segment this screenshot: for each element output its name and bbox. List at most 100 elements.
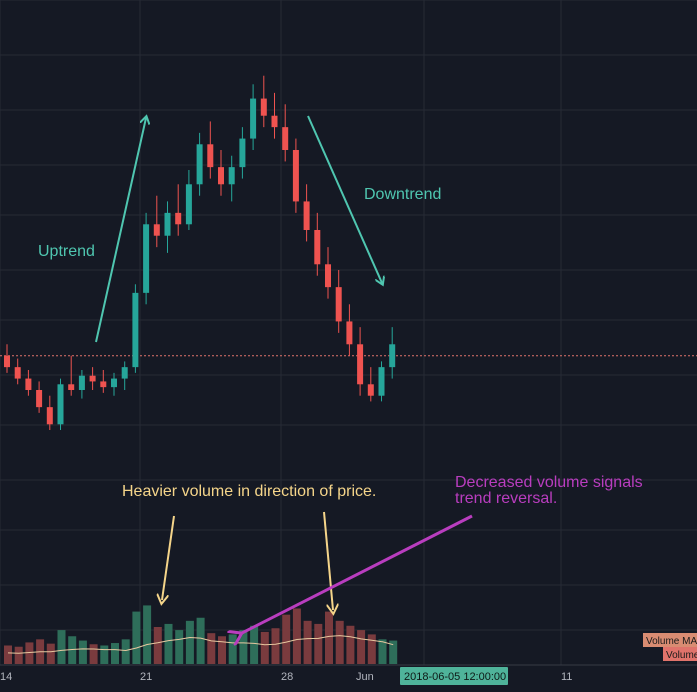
volume-bar [14, 646, 23, 664]
volume-bar [218, 636, 226, 664]
volume-bar [25, 642, 34, 664]
candle [250, 84, 257, 150]
candle [164, 201, 171, 253]
volume-bar [271, 628, 280, 664]
volume-bar [292, 608, 301, 664]
candle-body [46, 407, 53, 425]
volume-bar [68, 636, 77, 664]
candle [260, 75, 267, 128]
candle-body [175, 212, 182, 225]
candle [346, 304, 353, 356]
candlesticks [4, 75, 396, 430]
candle [57, 378, 64, 430]
volume-bar [282, 614, 291, 664]
candle-body [185, 184, 192, 225]
x-tick-label: Jun [356, 671, 374, 683]
volume-bar [132, 611, 141, 664]
volume-bar [325, 611, 333, 664]
volume-bar [153, 627, 162, 664]
candle-body [207, 144, 214, 168]
volume-bar [111, 643, 119, 664]
candle [196, 132, 203, 196]
candle [132, 284, 139, 373]
volume-ma-line [7, 635, 394, 654]
volume-bar [121, 639, 130, 664]
candle-body [143, 224, 150, 293]
candle [121, 361, 128, 390]
reversal-arrow [240, 514, 473, 634]
candle-body [325, 264, 331, 288]
candle-body [100, 381, 107, 388]
uptrend-label: Uptrend [38, 243, 95, 260]
candle-body [57, 384, 64, 425]
candle [207, 121, 214, 179]
candle-body [14, 367, 21, 379]
volume-bar [89, 644, 98, 664]
candle-body [357, 344, 364, 385]
volume-bar [346, 625, 355, 664]
candle-body [260, 98, 267, 116]
candle [389, 327, 396, 379]
volume-bar [389, 640, 398, 664]
candle-body [346, 321, 353, 345]
candle [100, 370, 107, 393]
x-tick-label: 14 [0, 671, 12, 683]
volume-bar [303, 620, 312, 664]
volume-bar [196, 617, 205, 664]
candle [36, 381, 43, 413]
candle-body [111, 378, 117, 388]
volume-bar [46, 643, 55, 664]
candle [46, 395, 53, 430]
candle-body [89, 375, 96, 382]
candle-body [196, 144, 203, 185]
downtrend-arrow [307, 115, 382, 283]
volume-ma-tag-text: Volume MA [646, 636, 697, 647]
candle-body [4, 355, 10, 368]
volume-bar [164, 623, 173, 664]
candle [239, 127, 246, 179]
reversal-note-line2: trend reversal. [455, 490, 557, 507]
candle-body [282, 127, 289, 150]
candle-body [78, 375, 85, 390]
downtrend-label: Downtrend [364, 186, 441, 203]
candle-body [228, 167, 235, 185]
candle-body [271, 115, 278, 128]
candle [89, 367, 96, 390]
volume-arrow-right [323, 511, 333, 610]
candle-body [250, 98, 257, 139]
volume-bar [357, 630, 366, 664]
volume-bar [57, 630, 66, 664]
candle-body [367, 384, 374, 396]
volume-bar [207, 633, 216, 664]
candle [218, 150, 224, 196]
candle [153, 195, 160, 248]
volume-bar [228, 634, 237, 664]
candle [325, 247, 331, 299]
volume-bar [378, 639, 387, 664]
candle-body [314, 230, 321, 265]
candle-body [132, 292, 139, 368]
candle [111, 372, 117, 396]
candle [228, 155, 235, 202]
volume-bar [100, 645, 109, 664]
candle-body [335, 287, 342, 322]
candle [282, 104, 289, 162]
volume-bar [250, 625, 259, 664]
volume-bar [260, 631, 269, 664]
candle [367, 367, 374, 402]
candle [175, 184, 182, 236]
volume-bars [4, 605, 398, 664]
time-axis: 14 21 28 Jun 11 [0, 664, 697, 683]
volume-tag-text: Volume [666, 650, 697, 661]
candle-body [25, 378, 32, 390]
candle-body [121, 367, 128, 379]
volume-bar [78, 640, 87, 664]
candle-body [389, 344, 396, 368]
candle [4, 344, 10, 373]
volume-bar [4, 645, 12, 664]
x-tick-label: 28 [281, 671, 293, 683]
candle-body [68, 384, 75, 390]
volume-bar [314, 623, 323, 664]
